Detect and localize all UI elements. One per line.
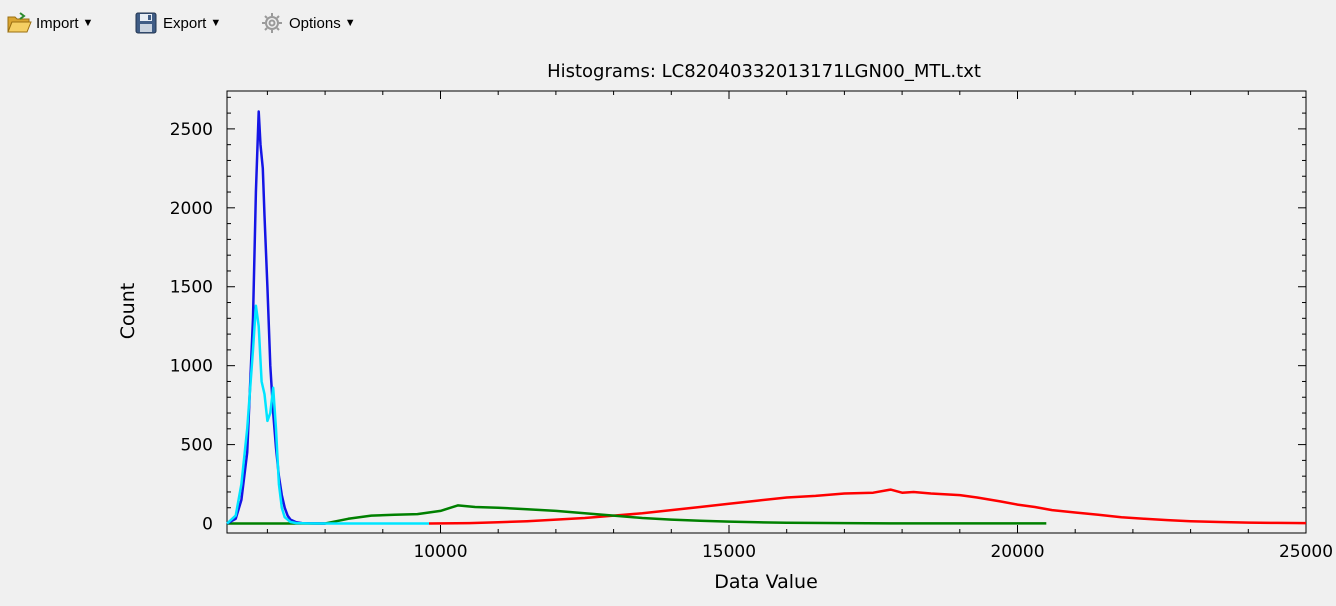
- histogram-series-4: [226, 304, 429, 525]
- chart-title: Histograms: LC82040332013171LGN00_MTL.tx…: [547, 61, 981, 82]
- x-axis-title: Data Value: [714, 571, 818, 593]
- export-button[interactable]: Export ▼: [133, 8, 221, 38]
- histogram-series-2: [227, 504, 1047, 525]
- tick-labels: 0 500 1000 1500 2000 2500 10000 15000 20000 25000: [170, 120, 1333, 562]
- floppy-disk-icon: [135, 12, 157, 34]
- import-button[interactable]: Import ▼: [6, 8, 93, 38]
- y-tick-label: 1500: [170, 278, 213, 298]
- import-dropdown-icon: ▼: [82, 17, 94, 29]
- x-tick-label: 25000: [1279, 542, 1333, 562]
- toolbar: Import ▼ Export ▼ Options ▼: [0, 0, 1336, 46]
- x-tick-label: 10000: [413, 542, 467, 562]
- y-tick-label: 1000: [170, 357, 213, 377]
- options-dropdown-icon: ▼: [344, 17, 356, 29]
- y-tick-label: 2500: [170, 120, 213, 140]
- export-label: Export: [163, 14, 207, 32]
- gear-icon: [262, 13, 282, 33]
- x-tick-label: 15000: [702, 542, 756, 562]
- y-tick-label: 2000: [170, 199, 213, 219]
- axis-ticks: [227, 91, 1307, 533]
- export-dropdown-icon: ▼: [210, 17, 222, 29]
- plot-area: [226, 90, 1307, 534]
- y-tick-label: 0: [202, 515, 213, 535]
- series-lines: [226, 110, 1307, 525]
- import-label: Import: [36, 14, 79, 32]
- x-tick-label: 20000: [990, 542, 1044, 562]
- folder-open-icon: [7, 12, 32, 33]
- y-axis-title: Count: [117, 283, 139, 339]
- options-label: Options: [289, 14, 341, 32]
- options-button[interactable]: Options ▼: [259, 8, 356, 38]
- y-tick-label: 500: [181, 436, 213, 456]
